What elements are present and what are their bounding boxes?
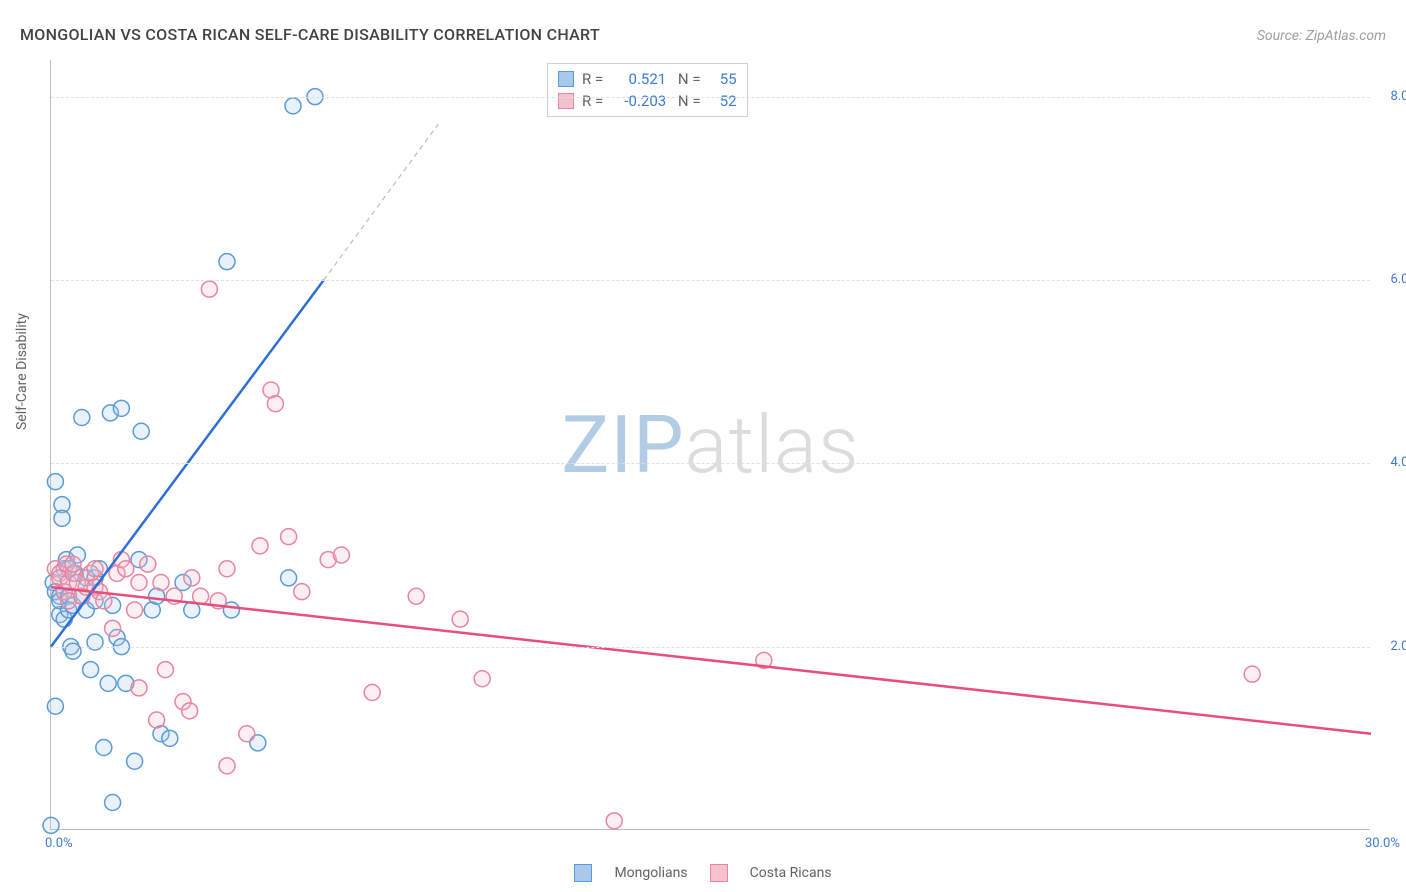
scatter-point: [113, 400, 129, 416]
y-axis-label: Self-Care Disability: [14, 313, 30, 430]
scatter-point: [239, 726, 255, 742]
x-tick-label: 30.0%: [1365, 836, 1400, 851]
stat-r-value: 0.521: [611, 70, 666, 88]
scatter-point: [285, 98, 301, 114]
scatter-point: [87, 634, 103, 650]
y-tick-label: 8.0%: [1390, 89, 1406, 104]
scatter-point: [54, 510, 70, 526]
y-tick-label: 6.0%: [1390, 272, 1406, 287]
source-name: ZipAtlas.com: [1306, 28, 1386, 44]
scatter-point: [252, 538, 268, 554]
scatter-point: [127, 602, 143, 618]
legend-swatch-costaricans: [710, 864, 728, 882]
scatter-point: [65, 643, 81, 659]
stat-row: R = -0.203 N = 52: [558, 90, 737, 112]
scatter-point: [43, 817, 59, 833]
stat-swatch: [558, 93, 574, 109]
scatter-point: [96, 740, 112, 756]
scatter-point: [105, 620, 121, 636]
legend-swatch-mongolians: [574, 864, 592, 882]
stat-n-label: N =: [674, 70, 700, 88]
stat-swatch: [558, 71, 574, 87]
scatter-point: [219, 254, 235, 270]
stat-n-value: 52: [709, 92, 737, 110]
legend-label-mongolians: Mongolians: [614, 865, 687, 881]
y-tick-label: 4.0%: [1390, 455, 1406, 470]
scatter-point: [294, 584, 310, 600]
scatter-point: [127, 753, 143, 769]
grid-line: [51, 280, 1370, 281]
stat-r-label: R =: [582, 70, 603, 88]
stat-r-value: -0.203: [611, 92, 666, 110]
scatter-point: [65, 556, 81, 572]
trend-line: [51, 587, 1371, 734]
scatter-point: [267, 396, 283, 412]
source-attribution: Source: ZipAtlas.com: [1257, 25, 1386, 44]
scatter-point: [452, 611, 468, 627]
scatter-point: [47, 474, 63, 490]
scatter-point: [408, 588, 424, 604]
scatter-point: [219, 561, 235, 577]
scatter-point: [153, 575, 169, 591]
scatter-point: [133, 423, 149, 439]
stat-n-label: N =: [674, 92, 700, 110]
stat-r-label: R =: [582, 92, 603, 110]
grid-line: [51, 463, 1370, 464]
scatter-point: [149, 712, 165, 728]
correlation-stats-box: R = 0.521 N = 55 R = -0.203 N = 52: [547, 63, 748, 117]
source-prefix: Source:: [1257, 28, 1306, 44]
scatter-point: [47, 698, 63, 714]
scatter-point: [74, 410, 90, 426]
scatter-point: [1244, 666, 1260, 682]
scatter-point: [219, 758, 235, 774]
grid-line: [51, 97, 1370, 98]
scatter-point: [333, 547, 349, 563]
scatter-point: [606, 813, 622, 829]
scatter-point: [118, 561, 134, 577]
stat-row: R = 0.521 N = 55: [558, 68, 737, 90]
scatter-point: [364, 685, 380, 701]
grid-line: [51, 647, 1370, 648]
scatter-point: [474, 671, 490, 687]
x-tick-label: 0.0%: [45, 836, 73, 851]
legend-label-costaricans: Costa Ricans: [750, 865, 832, 881]
scatter-point: [131, 680, 147, 696]
scatter-point: [184, 570, 200, 586]
scatter-point: [162, 730, 178, 746]
scatter-point: [201, 281, 217, 297]
scatter-point: [131, 575, 147, 591]
scatter-point: [105, 795, 121, 811]
scatter-point: [182, 703, 198, 719]
scatter-point: [281, 529, 297, 545]
scatter-plot: ZIPatlas R =0.521 N =55R =-0.203 N =52 0…: [50, 60, 1370, 830]
bottom-legend: Mongolians Costa Ricans: [0, 864, 1406, 882]
scatter-point: [100, 675, 116, 691]
y-tick-label: 2.0%: [1390, 639, 1406, 654]
scatter-point: [96, 593, 112, 609]
scatter-point: [157, 662, 173, 678]
scatter-point: [140, 556, 156, 572]
chart-title: MONGOLIAN VS COSTA RICAN SELF-CARE DISAB…: [20, 25, 600, 44]
scatter-point: [83, 662, 99, 678]
scatter-point: [281, 570, 297, 586]
trend-line-extrapolation: [324, 124, 438, 280]
scatter-point: [87, 561, 103, 577]
stat-n-value: 55: [709, 70, 737, 88]
